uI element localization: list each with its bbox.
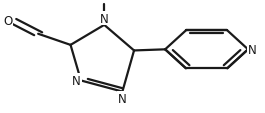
Text: N: N [248,43,257,56]
Text: N: N [72,74,81,87]
Text: N: N [100,13,109,26]
Text: N: N [118,92,127,105]
Text: O: O [3,15,12,28]
